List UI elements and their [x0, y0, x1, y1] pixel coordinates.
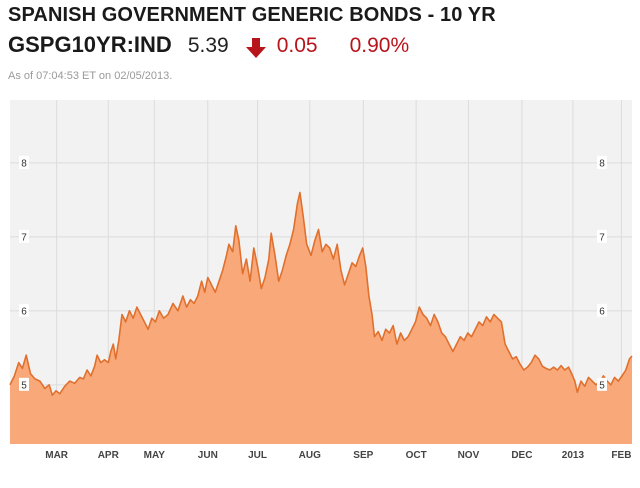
y-tick-label-right: 7 — [599, 232, 605, 243]
x-tick-label: MAY — [144, 450, 166, 461]
last-price: 5.39 — [187, 34, 229, 57]
x-tick-label: OCT — [406, 450, 427, 461]
y-tick-label-bg — [597, 377, 607, 391]
y-tick-label-bg — [597, 303, 607, 317]
y-tick-label-left: 5 — [21, 380, 27, 391]
y-tick-label-left: 6 — [21, 306, 27, 317]
x-tick-label: AUG — [299, 450, 321, 461]
x-tick-label: JUN — [198, 450, 218, 461]
as-of-timestamp: As of 07:04:53 ET on 02/05/2013. — [8, 70, 173, 82]
series-line — [9, 191, 633, 396]
y-tick-label-bg — [597, 155, 607, 169]
quote-row: GSPG10YR:IND 5.39 0.05 0.90% — [8, 32, 409, 62]
x-tick-label: NOV — [458, 450, 480, 461]
y-tick-label-right: 5 — [599, 380, 605, 391]
y-tick-label-bg — [19, 377, 29, 391]
arrow-down-icon — [245, 38, 266, 58]
y-tick-label-bg — [19, 155, 29, 169]
page-title: SPANISH GOVERNMENT GENERIC BONDS - 10 YR — [8, 4, 496, 26]
y-tick-label-right: 6 — [599, 306, 605, 317]
y-tick-label-left: 8 — [21, 158, 27, 169]
ticker-symbol: GSPG10YR:IND — [8, 32, 172, 57]
x-tick-label: MAR — [45, 450, 69, 461]
x-tick-label: 2013 — [562, 450, 585, 461]
percent-change: 0.90% — [349, 34, 410, 57]
y-tick-label-right: 8 — [599, 158, 605, 169]
y-tick-label-bg — [19, 303, 29, 317]
x-tick-label: FEB — [611, 450, 631, 461]
y-tick-label-bg — [19, 229, 29, 243]
y-tick-label-bg — [597, 229, 607, 243]
price-change: 0.05 — [276, 34, 318, 57]
x-tick-label: DEC — [511, 450, 532, 461]
x-tick-label: JUL — [248, 450, 267, 461]
series-area — [10, 192, 632, 444]
x-tick-label: APR — [98, 450, 120, 461]
y-tick-label-left: 7 — [21, 232, 27, 243]
x-tick-label: SEP — [353, 450, 373, 461]
